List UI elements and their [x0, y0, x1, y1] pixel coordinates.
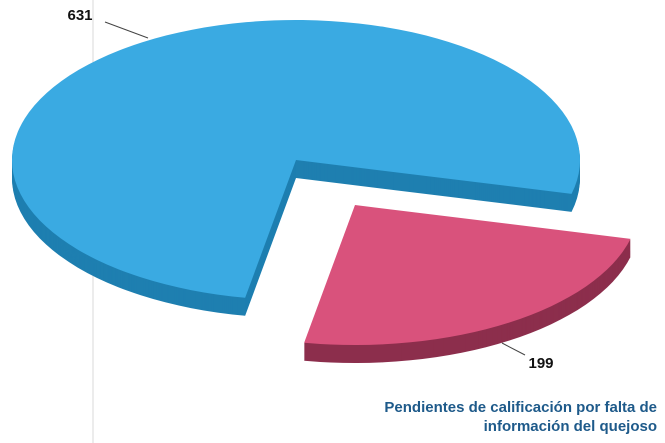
slice	[11, 19, 580, 298]
slice-caption: Pendientes de calificación por falta de …	[384, 399, 657, 435]
data-label: 631	[67, 7, 92, 24]
leader-line	[104, 21, 149, 39]
leader-line	[501, 342, 526, 356]
data-label: 199	[528, 355, 553, 372]
slice	[304, 205, 631, 345]
